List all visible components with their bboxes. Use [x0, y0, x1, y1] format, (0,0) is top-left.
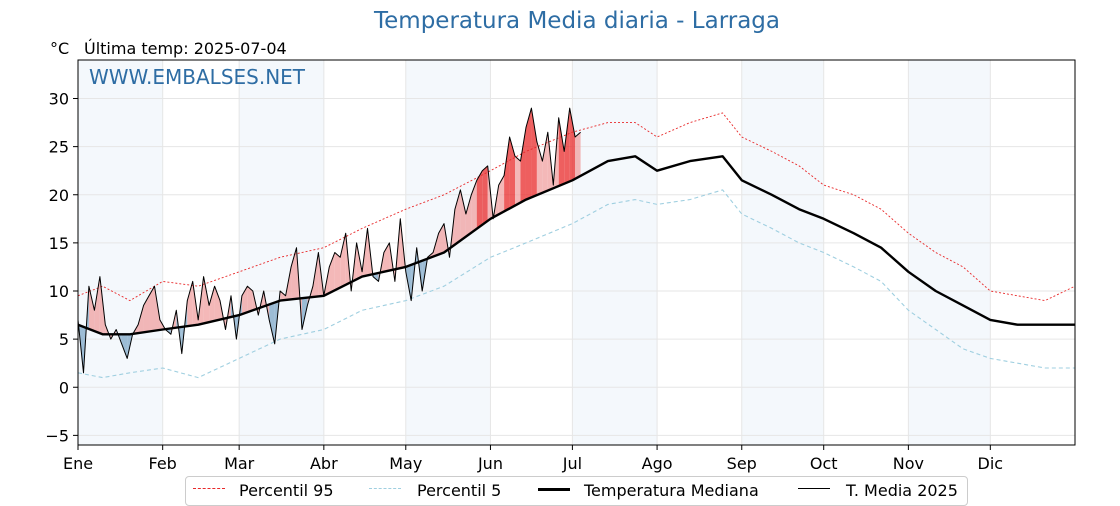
above-median-fill — [476, 170, 483, 229]
legend-label: Percentil 95 — [239, 481, 334, 500]
below-median-fill — [121, 334, 128, 359]
above-median-fill — [471, 180, 477, 233]
x-tick-label: Jun — [477, 454, 503, 473]
y-tick-label: 15 — [49, 234, 69, 253]
above-median-fill — [329, 252, 335, 294]
above-median-fill — [291, 247, 297, 300]
above-median-fill — [94, 276, 100, 334]
above-median-fill — [542, 132, 548, 193]
percentile-95-legend-swatch — [193, 488, 225, 489]
above-median-fill — [520, 127, 526, 203]
above-median-fill — [509, 137, 516, 209]
y-unit-label: °C — [50, 39, 70, 58]
above-median-fill — [575, 132, 581, 179]
y-tick-label: 5 — [59, 330, 69, 349]
x-tick-label: Feb — [149, 454, 177, 473]
above-median-fill — [187, 281, 193, 327]
x-tick-label: Ene — [63, 454, 93, 473]
x-tick-label: Jul — [562, 454, 582, 473]
y-tick-label: 20 — [49, 186, 69, 205]
last-temp-label: Última temp: 2025-07-04 — [84, 39, 287, 58]
chart-legend: Percentil 95 Percentil 5 Temperatura Media… — [185, 476, 968, 506]
above-median-fill — [498, 175, 505, 215]
above-median-fill — [241, 286, 248, 315]
x-tick-label: Ago — [642, 454, 673, 473]
y-tick-label: 0 — [59, 378, 69, 397]
month-band — [405, 60, 491, 445]
above-median-fill — [460, 189, 466, 241]
above-median-fill — [454, 189, 461, 245]
above-median-fill — [143, 295, 150, 333]
y-tick-label: −5 — [45, 426, 69, 445]
x-tick-label: Dic — [978, 454, 1004, 473]
month-band — [572, 60, 658, 445]
above-median-fill — [340, 233, 346, 288]
x-tick-label: Sep — [727, 454, 757, 473]
above-median-fill — [515, 156, 521, 206]
percentile-5-line — [77, 189, 1075, 379]
above-median-fill — [564, 108, 570, 184]
x-tick-label: Mar — [224, 454, 255, 473]
month-band — [239, 60, 324, 445]
above-median-fill — [209, 286, 215, 323]
watermark-text: WWW.EMBALSES.NET — [89, 65, 306, 89]
above-median-fill — [558, 117, 565, 186]
x-tick-label: May — [389, 454, 422, 473]
above-median-fill — [247, 286, 253, 313]
above-median-fill — [525, 108, 532, 200]
above-median-fill — [149, 286, 155, 332]
percentile-5-legend-swatch — [369, 488, 401, 489]
month-band — [908, 60, 991, 445]
y-tick-label: 30 — [49, 90, 69, 109]
median-line — [77, 155, 1075, 336]
median-legend-swatch — [538, 488, 570, 491]
x-tick-label: Abr — [310, 454, 338, 473]
above-median-fill — [214, 286, 221, 321]
legend-label: T. Media 2025 — [846, 481, 958, 500]
plot-frame — [77, 59, 1076, 446]
above-median-fill — [280, 291, 286, 301]
percentile-95-line — [77, 112, 1076, 302]
above-median-fill — [531, 108, 537, 198]
chart-title: Temperatura Media diaria - Larraga — [374, 8, 780, 34]
y-tick-label: 25 — [49, 138, 69, 157]
x-tick-label: Nov — [893, 454, 924, 473]
above-median-fill — [138, 305, 144, 334]
above-median-fill — [536, 141, 543, 196]
above-median-fill — [465, 194, 472, 237]
below-median-fill — [269, 302, 275, 344]
legend-label: Temperatura Mediana — [584, 481, 759, 500]
y-tick-label: 10 — [49, 282, 69, 301]
above-median-fill — [203, 276, 210, 324]
month-band — [741, 60, 824, 445]
x-tick-label: Oct — [810, 454, 838, 473]
current-year-line — [77, 107, 581, 374]
month-band — [78, 60, 163, 445]
current-year-legend-swatch — [798, 488, 830, 489]
above-median-fill — [569, 108, 576, 182]
above-median-fill — [334, 252, 341, 291]
legend-label: Percentil 5 — [417, 481, 502, 500]
above-median-fill — [88, 286, 95, 332]
above-median-fill — [504, 137, 510, 212]
above-median-fill — [482, 165, 488, 225]
